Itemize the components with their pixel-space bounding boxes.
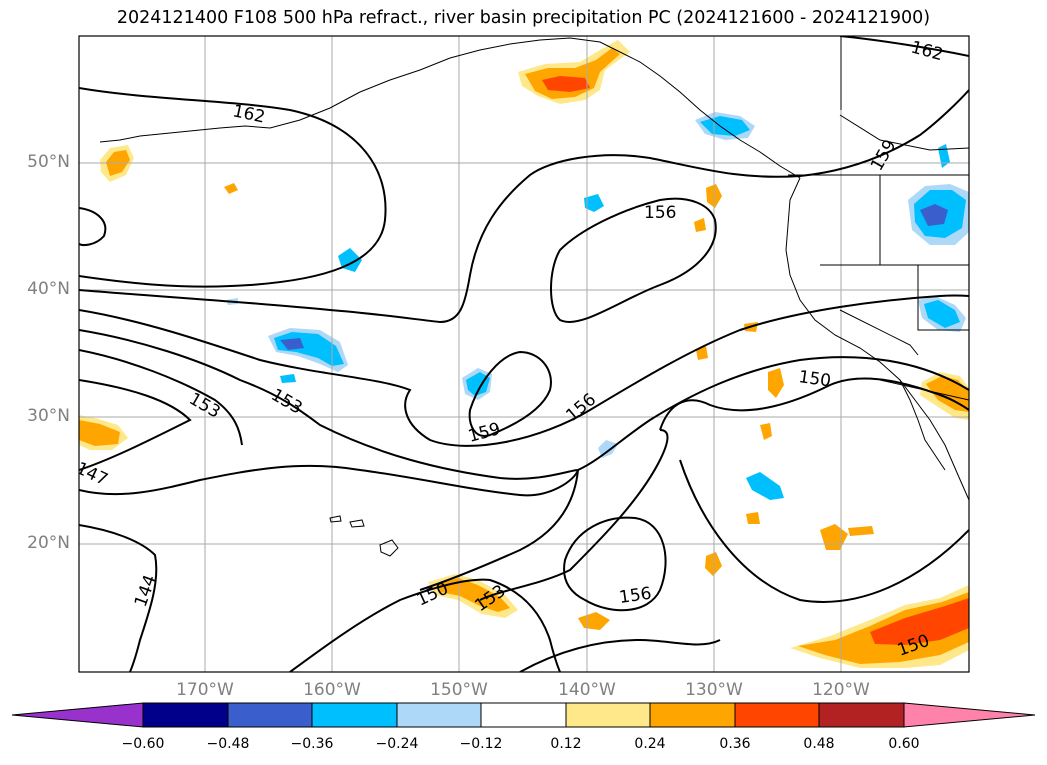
precip-area-small-cool-2	[938, 144, 950, 168]
map-gridlines	[79, 36, 969, 672]
precip-area-rockies-max	[920, 204, 948, 226]
contour-156-loop	[550, 197, 717, 323]
precip-area-bc-coast-core	[700, 116, 750, 136]
colorbar-segment-6	[565, 702, 651, 728]
precip-area-small-12	[694, 218, 706, 232]
colorbar-tick-label: −0.24	[375, 736, 419, 752]
contour-153	[79, 329, 969, 480]
colorbar-segment-8	[734, 702, 820, 728]
precip-area-small-7	[760, 423, 772, 440]
precip-area-small-2	[768, 368, 784, 398]
coastline-west-coast	[785, 177, 969, 501]
precip-area-small-cool-3	[280, 374, 296, 383]
island-hawaii-3	[329, 515, 342, 523]
lon-label-140w: 140°W	[558, 680, 616, 700]
contour-150	[79, 379, 192, 471]
contour-162-north	[79, 87, 387, 288]
colorbar-tick-label: 0.24	[634, 736, 666, 752]
precip-area-west-edge-core	[79, 420, 120, 446]
contour-150-south-east	[659, 377, 969, 431]
contour-144	[79, 524, 158, 672]
contour-156-south-loop	[563, 516, 667, 612]
precip-area-central-pacific-core	[466, 372, 490, 396]
lon-label-160w: 160°W	[303, 680, 361, 700]
colorbar-extend-high	[903, 702, 1036, 728]
border-state-4	[839, 309, 919, 356]
precip-negative-areas	[226, 112, 969, 500]
coastline-alaska	[269, 37, 801, 179]
colorbar-segment-1	[142, 702, 229, 728]
contour-153-south	[479, 429, 669, 601]
lat-label-50n: 50°N	[27, 152, 70, 172]
contour-150-south	[289, 578, 561, 672]
precip-area-alaska-gulf-max	[542, 76, 590, 92]
contour-label: 156	[644, 203, 676, 223]
contour-label: 150	[797, 367, 832, 391]
colorbar-tick-label: 0.60	[888, 736, 920, 752]
contour-159-loop	[468, 350, 552, 437]
map-border	[78, 35, 970, 673]
precip-area-north-pacific-1-max	[280, 338, 304, 350]
height-contours	[79, 36, 969, 672]
colorbar-segment-3	[311, 702, 398, 728]
colorbar-tick-label: −0.12	[459, 736, 503, 752]
contour-162-northeast	[839, 36, 969, 57]
island-hawaii-1	[379, 539, 399, 557]
border-canada-interior	[839, 114, 969, 151]
contour-156-main	[79, 294, 969, 447]
colorbar-segment-7	[649, 702, 736, 728]
colorbar-segment-2	[227, 702, 313, 728]
contour-159-north	[79, 89, 969, 324]
map-title: 2024121400 F108 500 hPa refract., river …	[116, 8, 931, 28]
colorbar-extend-low	[11, 702, 144, 728]
lat-label-20n: 20°N	[27, 533, 70, 553]
precip-area-small-6	[848, 526, 874, 536]
island-hawaii-2	[349, 519, 365, 528]
contour-153-west	[79, 349, 243, 446]
contour-147	[79, 464, 579, 591]
colorbar-tick-label: −0.36	[290, 736, 334, 752]
lon-label-120w: 120°W	[812, 680, 870, 700]
precip-area-small-5	[578, 612, 610, 630]
colorbar-segment-5	[480, 702, 567, 728]
precip-area-small-10	[224, 183, 238, 194]
precip-area-central-south-core	[435, 578, 510, 612]
colorbar-tick-label: 0.48	[803, 736, 835, 752]
contour-west-loop	[79, 207, 107, 246]
precip-area-small-9	[746, 512, 760, 524]
colorbar-tick-label: −0.48	[206, 736, 250, 752]
precip-area-southeast-max	[870, 598, 969, 645]
lon-label-150w: 150°W	[430, 680, 488, 700]
colorbar-segment-4	[396, 702, 482, 728]
precip-area-small-cool-1	[584, 194, 604, 212]
coastlines	[99, 36, 969, 557]
lon-label-130w: 130°W	[685, 680, 743, 700]
coastline-aleutians	[99, 125, 271, 143]
lat-label-40n: 40°N	[27, 279, 70, 299]
coastline-baja	[899, 379, 946, 471]
colorbar-segment-9	[818, 702, 905, 728]
contour-156-southeast	[679, 459, 969, 603]
precip-area-ca-coast-core	[924, 300, 960, 328]
colorbar-tick-label: −0.60	[121, 736, 165, 752]
lat-label-30n: 30°N	[27, 406, 70, 426]
colorbar-tick-label: 0.12	[550, 736, 582, 752]
border-state-3	[917, 265, 969, 331]
precip-area-east-pacific	[746, 472, 784, 500]
colorbar-tick-label: 0.36	[719, 736, 751, 752]
contour-150-far-south	[519, 638, 721, 672]
lon-label-170w: 170°W	[176, 680, 234, 700]
colorbar	[11, 702, 1036, 728]
map-frame	[79, 36, 969, 672]
contour-label: 156	[618, 584, 653, 608]
